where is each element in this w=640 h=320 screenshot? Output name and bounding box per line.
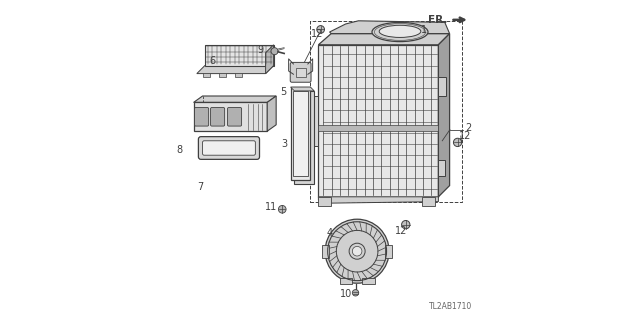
Polygon shape: [319, 34, 450, 45]
Bar: [204, 73, 210, 77]
Polygon shape: [205, 45, 274, 66]
Bar: [385, 245, 392, 258]
Bar: [296, 68, 306, 77]
Polygon shape: [330, 21, 450, 34]
Circle shape: [278, 205, 286, 213]
Polygon shape: [266, 45, 274, 74]
Text: 12: 12: [310, 28, 323, 39]
FancyBboxPatch shape: [198, 137, 260, 159]
Text: FR.: FR.: [428, 15, 447, 25]
Bar: [339, 278, 352, 284]
Text: 1: 1: [421, 25, 428, 36]
Bar: [362, 278, 375, 284]
Polygon shape: [197, 66, 274, 74]
Text: 8: 8: [177, 145, 183, 156]
Bar: [322, 245, 329, 258]
Circle shape: [453, 138, 462, 147]
Circle shape: [352, 246, 362, 256]
Text: 11: 11: [265, 202, 278, 212]
Text: 5: 5: [280, 87, 286, 97]
FancyBboxPatch shape: [202, 141, 255, 155]
Circle shape: [325, 219, 389, 283]
Bar: [236, 73, 243, 77]
Text: 9: 9: [258, 44, 264, 55]
Bar: [291, 87, 310, 180]
Circle shape: [271, 48, 278, 55]
Polygon shape: [438, 34, 450, 197]
Text: 7: 7: [197, 182, 203, 192]
FancyBboxPatch shape: [291, 62, 311, 82]
Bar: [193, 102, 268, 131]
Polygon shape: [319, 45, 438, 197]
FancyBboxPatch shape: [195, 108, 209, 126]
Bar: [294, 91, 314, 184]
Circle shape: [352, 290, 358, 296]
Text: 10: 10: [339, 289, 352, 299]
Circle shape: [349, 243, 365, 259]
Text: 2: 2: [465, 123, 472, 133]
FancyBboxPatch shape: [211, 108, 225, 126]
Ellipse shape: [379, 25, 421, 37]
Text: 6: 6: [209, 56, 215, 66]
Bar: [319, 197, 332, 206]
Text: 12: 12: [395, 226, 408, 236]
FancyBboxPatch shape: [228, 108, 242, 126]
Bar: [422, 197, 435, 206]
Text: 4: 4: [326, 228, 333, 238]
Text: 12: 12: [459, 131, 471, 141]
Bar: [293, 91, 308, 176]
Ellipse shape: [372, 22, 428, 42]
Circle shape: [402, 220, 410, 229]
Bar: [219, 73, 227, 77]
Bar: [438, 77, 447, 96]
Bar: [438, 160, 445, 176]
Polygon shape: [268, 96, 276, 131]
Polygon shape: [193, 96, 276, 102]
Polygon shape: [291, 87, 314, 91]
Bar: [319, 125, 438, 131]
Text: TL2AB1710: TL2AB1710: [429, 302, 472, 311]
Polygon shape: [319, 197, 438, 203]
Circle shape: [317, 26, 324, 33]
Text: 3: 3: [281, 139, 287, 149]
Polygon shape: [310, 96, 319, 146]
